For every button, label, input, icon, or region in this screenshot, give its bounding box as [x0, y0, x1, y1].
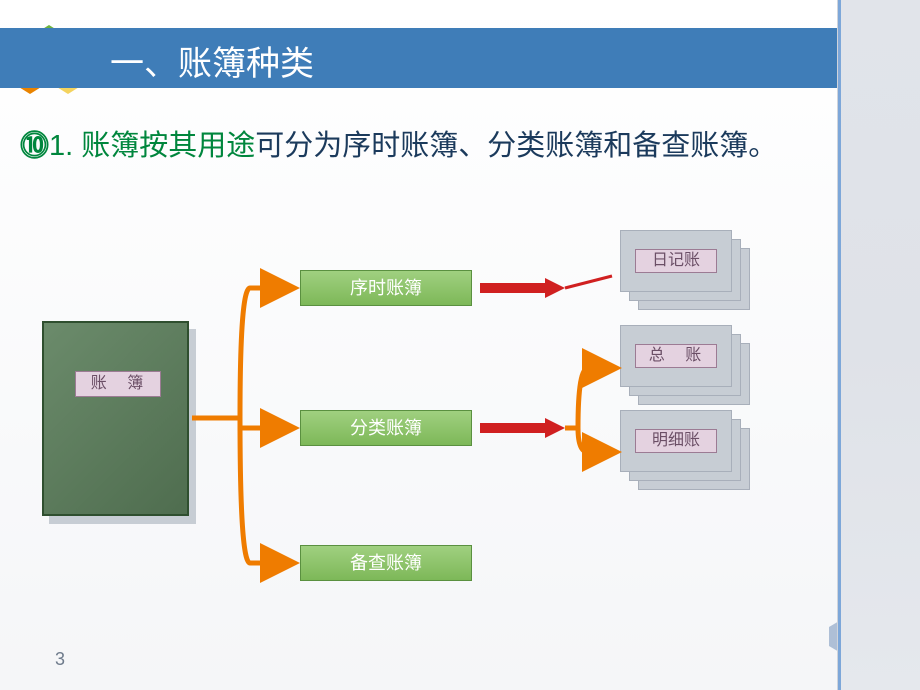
- page-number: 3: [55, 649, 65, 670]
- slide-root: 一、账簿种类 ⓾1. 账簿按其用途可分为序时账簿、分类账簿和备查账簿。 账 簿 …: [0, 0, 920, 690]
- arrow-layer: [0, 0, 920, 690]
